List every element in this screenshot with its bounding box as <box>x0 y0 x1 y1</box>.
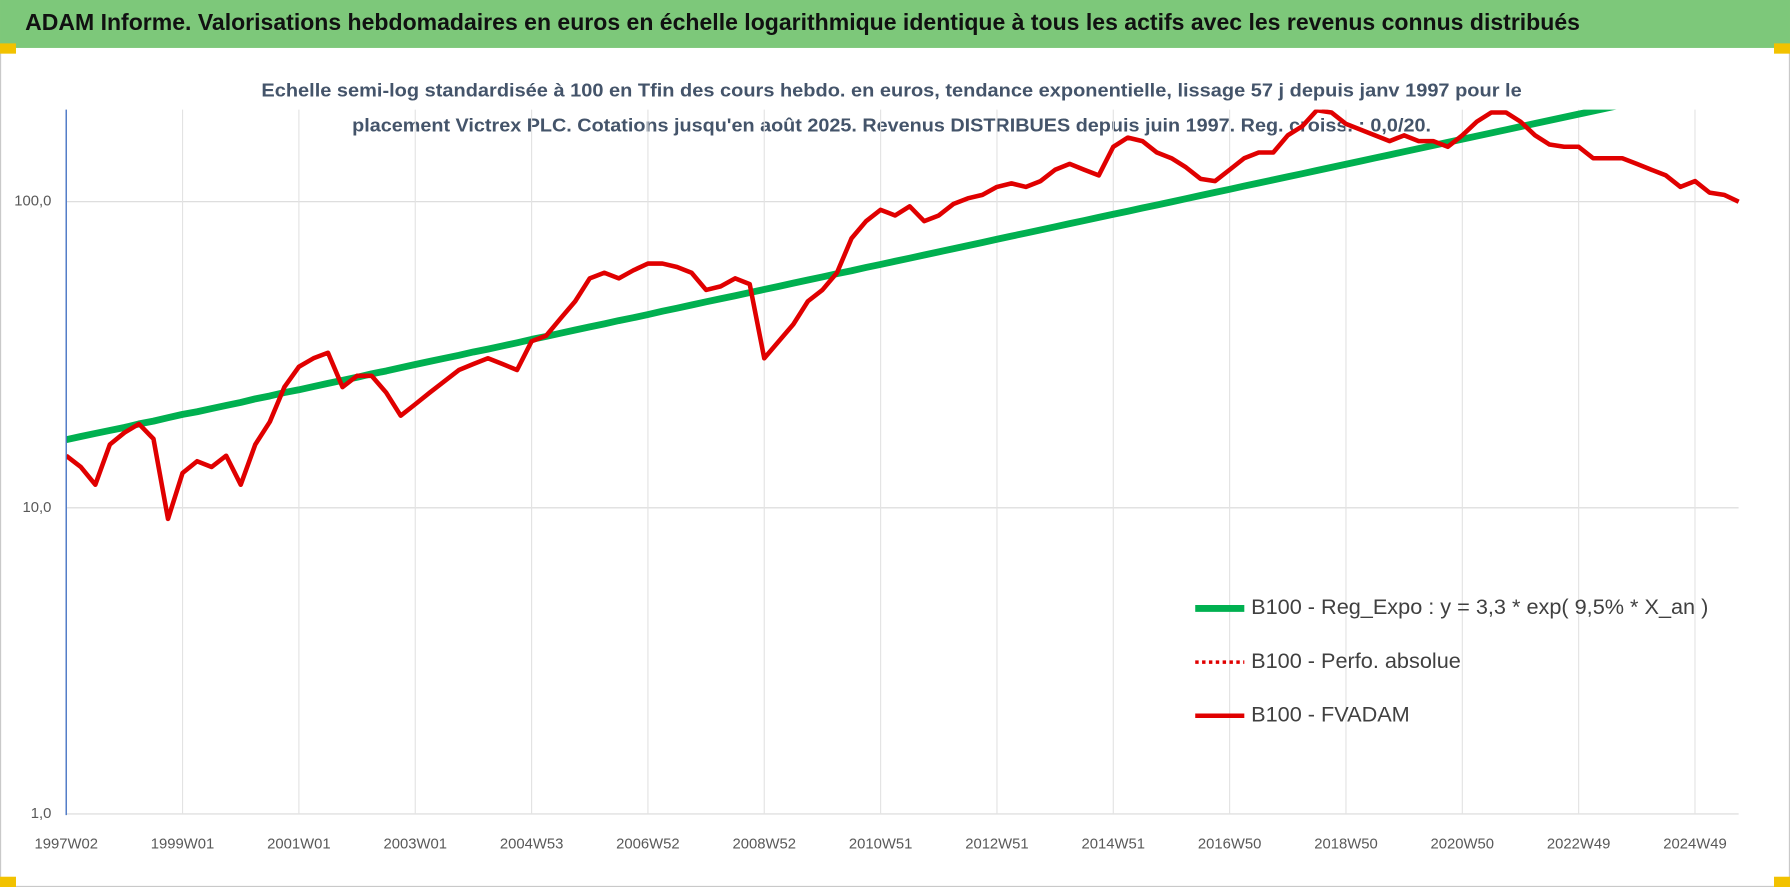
series-line <box>66 109 1740 522</box>
plot <box>66 109 1740 522</box>
header-bar <box>0 0 1790 48</box>
x-tick-label: 2022W49 <box>1547 837 1610 853</box>
corner <box>0 876 16 887</box>
labels: 1,0 10,0 100,0 1997W02 1999W01 2001W01 2003W01… <box>14 194 1726 853</box>
x-tick-label: 2014W51 <box>1082 837 1145 853</box>
legend-label: B100 - Reg_Expo : y = 3,3 * exp( 9,5% * … <box>1251 594 1708 619</box>
corner <box>1774 876 1790 887</box>
x-tick-label: 2020W50 <box>1431 837 1494 853</box>
chart-subtitle: Echelle semi-log standardisée à 100 en T… <box>261 79 1521 100</box>
x-tick-label: 1999W01 <box>151 837 214 853</box>
legend-label: B100 - Perfo. absolue <box>1251 648 1461 673</box>
legend-label: B100 - FVADAM <box>1251 701 1410 726</box>
x-tick-label: 2010W51 <box>849 837 912 853</box>
x-tick-label: 2008W52 <box>733 837 796 853</box>
x-tick-label: 2018W50 <box>1314 837 1377 853</box>
x-tick-label: 1997W02 <box>34 837 97 853</box>
y-tick-label: 10,0 <box>23 500 52 516</box>
y-tick-label: 1,0 <box>31 806 52 822</box>
x-tick-label: 2006W52 <box>616 837 679 853</box>
x-tick-label: 2016W50 <box>1198 837 1261 853</box>
x-tick-label: 2012W51 <box>965 837 1028 853</box>
x-tick-label: 2003W01 <box>384 837 447 853</box>
x-tick-label: 2024W49 <box>1663 837 1726 853</box>
chart-title: ADAM Informe. Valorisations hebdomadaire… <box>25 9 1580 35</box>
chart-subtitle: placement Victrex PLC. Cotations jusqu'e… <box>352 115 1431 136</box>
x-tick-label: 2001W01 <box>267 837 330 853</box>
x-tick-label: 2004W53 <box>500 837 563 853</box>
y-tick-label: 100,0 <box>14 194 51 210</box>
legend: B100 - Reg_Expo : y = 3,3 * exp( 9,5% * … <box>1195 594 1708 726</box>
corner <box>0 43 16 54</box>
corner <box>1774 43 1790 54</box>
